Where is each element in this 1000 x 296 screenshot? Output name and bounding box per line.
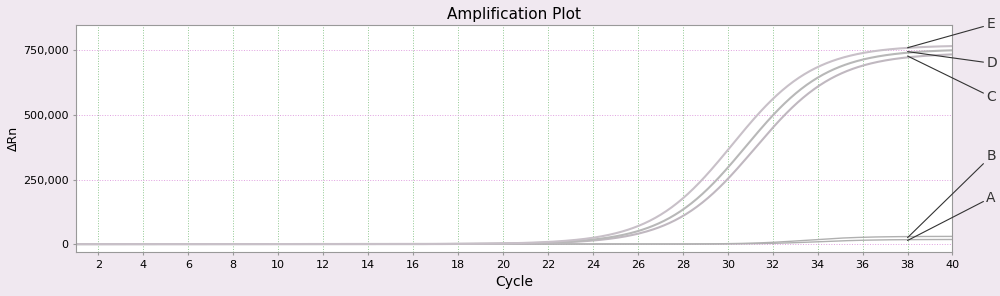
Text: B: B [908,149,996,238]
Title: Amplification Plot: Amplification Plot [447,7,581,22]
X-axis label: Cycle: Cycle [495,275,533,289]
Y-axis label: ΔRn: ΔRn [7,126,20,151]
Text: C: C [908,56,996,104]
Text: D: D [908,52,997,70]
Text: E: E [908,17,995,48]
Text: A: A [908,191,996,240]
